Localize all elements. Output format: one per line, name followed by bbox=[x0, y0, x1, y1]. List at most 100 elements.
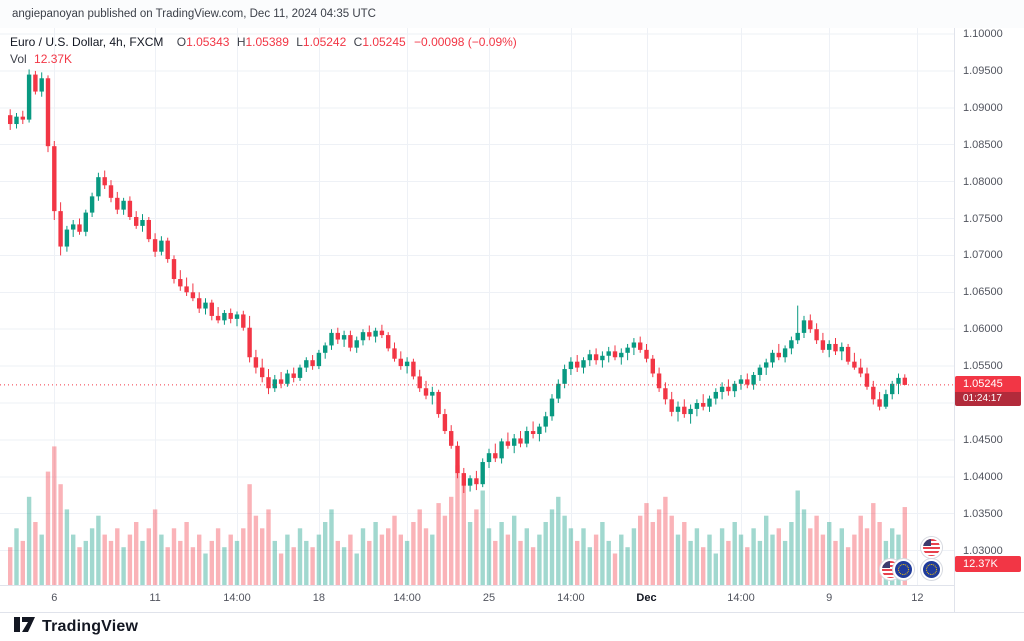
legend-row-main: Euro / U.S. Dollar, 4h, FXCM O1.05343 H1… bbox=[10, 34, 517, 51]
candle-body bbox=[278, 379, 284, 384]
volume-bar bbox=[593, 534, 599, 585]
volume-bar bbox=[732, 522, 737, 585]
volume-bar bbox=[58, 484, 63, 585]
chart-plot-area[interactable]: Euro / U.S. Dollar, 4h, FXCM O1.05343 H1… bbox=[0, 28, 954, 585]
candle-body bbox=[839, 346, 844, 352]
price-tick-label: 1.04000 bbox=[963, 470, 1003, 483]
volume-bar bbox=[184, 522, 189, 585]
candle-body bbox=[764, 362, 769, 368]
volume-bar bbox=[789, 522, 794, 585]
candle-body bbox=[323, 345, 328, 353]
volume-bar bbox=[386, 528, 391, 585]
candle-body bbox=[203, 302, 208, 309]
candle-body bbox=[417, 376, 422, 389]
candle-body bbox=[253, 357, 259, 368]
volume-bar bbox=[631, 528, 637, 585]
volume-bar bbox=[537, 534, 542, 585]
candle-body bbox=[222, 312, 227, 321]
candle-body bbox=[449, 431, 454, 446]
candle-body bbox=[890, 383, 895, 395]
time-tick-label: 14:00 bbox=[223, 592, 251, 604]
candle-body bbox=[71, 224, 76, 230]
candle-body bbox=[14, 116, 19, 125]
candle-body bbox=[745, 379, 750, 385]
ohlc-high-value: 1.05389 bbox=[245, 35, 289, 49]
candle-body bbox=[20, 116, 25, 120]
candle-body bbox=[556, 383, 561, 399]
brand-name[interactable]: TradingView bbox=[42, 618, 139, 635]
candle-body bbox=[656, 373, 662, 389]
volume-bar bbox=[215, 528, 221, 585]
volume-bar bbox=[757, 540, 763, 585]
candle-body bbox=[45, 78, 51, 147]
candlestick-chart[interactable] bbox=[0, 28, 954, 585]
volume-bar bbox=[360, 528, 366, 585]
eu-flag-icon bbox=[921, 559, 942, 580]
volume-bar bbox=[852, 534, 857, 585]
candle-body bbox=[675, 406, 681, 412]
candle-body bbox=[260, 367, 265, 378]
volume-bar bbox=[745, 547, 750, 585]
volume-bar bbox=[266, 509, 271, 585]
attribution-bar: angiepanoyan published on TradingView.co… bbox=[0, 0, 1024, 28]
volume-bar bbox=[96, 515, 101, 585]
candle-body bbox=[26, 74, 32, 120]
candle-body bbox=[871, 386, 876, 400]
volume-bar bbox=[278, 553, 284, 585]
candle-body bbox=[234, 314, 240, 319]
ohlc-open-label: O bbox=[176, 35, 187, 49]
candle-body bbox=[171, 259, 177, 280]
candle-body bbox=[789, 340, 794, 349]
volume-bar bbox=[64, 509, 70, 585]
volume-bar bbox=[304, 540, 309, 585]
attribution-text: angiepanoyan published on TradingView.co… bbox=[12, 8, 376, 20]
volume-bar bbox=[581, 528, 586, 585]
time-tick-label: 14:00 bbox=[393, 592, 421, 604]
candle-body bbox=[782, 348, 788, 358]
volume-bar bbox=[738, 534, 744, 585]
time-tick-label: 9 bbox=[826, 592, 833, 604]
volume-bar bbox=[858, 515, 863, 585]
volume-bar bbox=[323, 522, 328, 585]
candle-body bbox=[152, 239, 158, 252]
volume-bar bbox=[902, 507, 907, 585]
volume-bar bbox=[33, 522, 38, 585]
volume-bar bbox=[316, 534, 322, 585]
time-tick-label: 25 bbox=[482, 592, 496, 604]
volume-bar bbox=[354, 553, 359, 585]
volume-bar bbox=[8, 547, 13, 585]
candle-body bbox=[619, 352, 624, 358]
candle-body bbox=[58, 211, 63, 247]
time-axis[interactable]: 6 11 14:00 18 14:00 25 14:00 Dec 14:00 9 12 bbox=[0, 585, 954, 612]
tradingview-logo-icon[interactable] bbox=[14, 616, 35, 638]
volume-bar bbox=[398, 534, 403, 585]
candle-body bbox=[102, 177, 107, 186]
volume-bar bbox=[234, 540, 240, 585]
candle-body bbox=[512, 438, 517, 446]
candle-body bbox=[543, 416, 548, 427]
time-tick-label: 12 bbox=[911, 592, 924, 604]
candle-body bbox=[776, 352, 781, 358]
volume-bar bbox=[808, 528, 813, 585]
candle-body bbox=[852, 361, 857, 368]
volume-bar bbox=[612, 553, 618, 585]
candle-body bbox=[190, 292, 196, 299]
volume-bar bbox=[575, 540, 580, 585]
candle-body bbox=[845, 346, 851, 362]
volume-bar bbox=[543, 522, 548, 585]
candle-body bbox=[694, 403, 700, 409]
volume-bar bbox=[820, 534, 826, 585]
candle-body bbox=[398, 358, 403, 367]
candle-body bbox=[820, 340, 826, 350]
price-tick-label: 1.07500 bbox=[963, 212, 1003, 225]
time-tick-label: 18 bbox=[312, 592, 326, 604]
candle-body bbox=[436, 391, 441, 415]
candle-body bbox=[354, 340, 359, 348]
candle-body bbox=[864, 373, 870, 387]
candle-body bbox=[215, 315, 221, 321]
price-axis[interactable]: 1.10000 1.09500 1.09000 1.08500 1.08000 1.075… bbox=[954, 28, 1024, 612]
candle-body bbox=[499, 441, 504, 459]
symbol-title[interactable]: Euro / U.S. Dollar, 4h, FXCM bbox=[10, 35, 164, 49]
volume-axis-badge: 12.37K bbox=[955, 556, 1021, 572]
